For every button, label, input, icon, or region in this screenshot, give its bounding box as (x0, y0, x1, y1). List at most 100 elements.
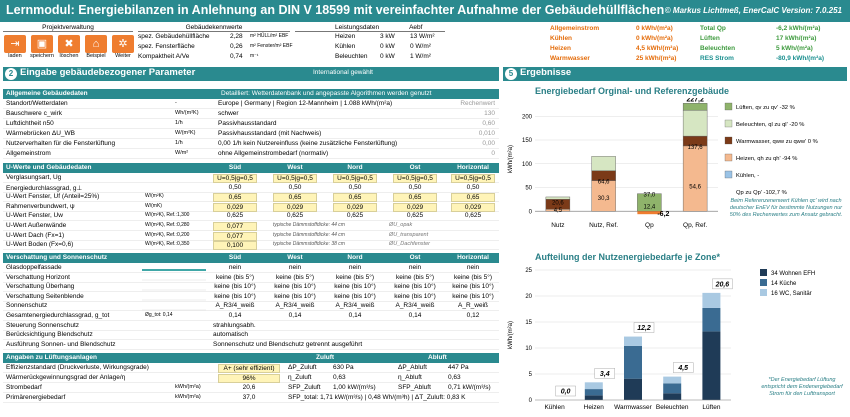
verschattung-cell[interactable]: keine (bis 10°) (214, 283, 256, 291)
uwerte-row: Rahmenverbundwert, ψ W/(mK) 0,029 0,029 0,02… (3, 202, 499, 212)
uwerte-cell[interactable]: 0,029 (273, 202, 317, 212)
uwerte-cell[interactable]: 0,625 (346, 212, 364, 220)
chart1-legend-swatch (724, 136, 733, 145)
kennwert-unit: m² HÜLL/m² EBF (250, 33, 289, 39)
uwerte-cell[interactable]: 0,65 (451, 193, 495, 203)
leistung-row: Heizen 3 kW 13 W/m² (295, 32, 445, 42)
chart2-ytick: 15 (525, 320, 532, 326)
verschattung-label: Verschattung Horizont (6, 273, 70, 281)
leistung-header: Leistungsdaten Aebf (295, 24, 445, 32)
verschattung-cell[interactable]: 0,14 (348, 312, 362, 319)
uwerte-cell[interactable]: 0,65 (333, 193, 377, 203)
allgemein-value[interactable]: Passivhausstandard (mit Nachweis) (218, 130, 322, 137)
chart2-total-label: 0,0 (561, 389, 571, 396)
verschattung-cell[interactable]: Sonnenschutz und Blendschutz getrennt au… (213, 340, 363, 348)
lueftung-value[interactable]: A+ (sehr effizient) (218, 364, 280, 373)
verschattung-cell[interactable]: keine (bis 5°) (395, 273, 434, 281)
verschattung-cell[interactable]: 0,14 (228, 312, 242, 319)
uwerte-cell[interactable]: 0,65 (273, 193, 317, 203)
uwerte-cell[interactable]: 0,077 (213, 222, 257, 231)
verschattung-row: Berücksichtigung Blendschutz automatisch (3, 331, 499, 341)
allgemein-value[interactable]: ohne Allgemeinstrombedarf (normativ) (218, 150, 329, 157)
verschattung-cell[interactable]: keine (bis 10°) (274, 283, 316, 291)
allgemein-label: Luftdichtheit n50 (6, 120, 54, 127)
verschattung-cell[interactable]: 0,14 (288, 312, 302, 319)
projekt-button-laden[interactable]: ⇥ laden (3, 35, 27, 59)
house-icon: ⌂ (85, 35, 107, 53)
uwerte-cell[interactable]: U=0,5|g=0,5 (393, 174, 437, 183)
projekt-button-Weiter[interactable]: ✲ Weiter (111, 35, 135, 59)
uwerte-cell[interactable]: 0,625 (226, 212, 244, 220)
section-2-number: 2 (5, 68, 17, 80)
verschattung-cell[interactable]: A_R_weiß (458, 302, 488, 310)
verschattung-cell[interactable]: keine (bis 10°) (394, 283, 436, 291)
allgemein-value[interactable]: Europe | Germany | Region 12-Mannheim | … (218, 100, 393, 107)
verschattung-cell[interactable]: nein (288, 264, 302, 271)
lueftung-row: Wärmerückgewinnungsgrad der Anlage/η 96% η… (3, 374, 499, 383)
allgemein-row: Standort/Wetterdaten - Europe | Germany | … (3, 100, 499, 109)
allgemein-value[interactable]: Passivhausstandard (218, 120, 277, 127)
projekt-button-speichern[interactable]: ▣ speichern (30, 35, 54, 59)
verschattung-cell[interactable]: keine (bis 5°) (275, 273, 314, 281)
verschattung-cell[interactable]: keine (bis 10°) (334, 292, 376, 300)
uwerte-cell[interactable]: 0,029 (393, 202, 437, 212)
verschattung-cell[interactable]: strahlungsabh. (213, 321, 256, 329)
uwerte-cell[interactable]: 0,65 (393, 193, 437, 203)
uwerte-cell[interactable]: U=0,5|g=0,5 (213, 174, 257, 183)
verschattung-cell[interactable]: keine (bis 10°) (394, 292, 436, 300)
uwerte-cell[interactable]: 0,100 (213, 241, 257, 251)
allgemein-value[interactable]: 0,00 1/h kein Nutzereinfluss (keine zusä… (218, 140, 398, 147)
lueftung-val1: 630 Pa (333, 364, 354, 371)
chart2-bar (624, 345, 642, 379)
chart2-total-box (633, 322, 655, 333)
verschattung-cell[interactable]: 0,12 (466, 312, 480, 319)
lueftung-value[interactable]: 96% (218, 374, 280, 383)
uwerte-cell[interactable]: 0,625 (286, 212, 304, 220)
projekt-button-label: Beispiel (86, 53, 106, 59)
uwerte-cell[interactable]: 0,077 (213, 231, 257, 241)
uwerte-cell[interactable]: U=0,5|g=0,5 (333, 174, 377, 183)
verschattung-cell[interactable]: nein (466, 264, 480, 271)
verschattung-cell[interactable]: nein (228, 264, 242, 271)
verschattung-cell[interactable]: A_R3/4_weiß (395, 302, 435, 310)
verschattung-cell[interactable]: keine (bis 10°) (274, 292, 316, 300)
uwerte-cell[interactable]: U=0,5|g=0,5 (451, 174, 495, 183)
verschattung-cell[interactable]: nein (348, 264, 362, 271)
uwerte-cell[interactable]: 0,029 (213, 202, 257, 212)
uwerte-cell[interactable]: 0,50 (348, 183, 362, 191)
verschattung-cell[interactable]: nein (408, 264, 422, 271)
uwerte-cell[interactable]: 0,50 (408, 183, 422, 191)
chart2-bar (584, 389, 603, 396)
verschattung-cell[interactable]: A_R3/4_weiß (335, 302, 375, 310)
verschattung-cell[interactable]: keine (bis 10°) (452, 292, 494, 300)
uwerte-cell[interactable]: 0,029 (451, 202, 495, 212)
projekt-button-löschen[interactable]: ✖ löschen (57, 35, 81, 59)
allgemein-title: Allgemeine Gebäudedaten (6, 90, 88, 97)
uwerte-cell[interactable]: U=0,5|g=0,5 (273, 174, 317, 183)
verschattung-cell[interactable]: keine (bis 5°) (335, 273, 374, 281)
uwerte-cell[interactable]: 0,50 (228, 183, 242, 191)
uwerte-cell[interactable]: 0,625 (406, 212, 424, 220)
verschattung-cell[interactable]: keine (bis 10°) (214, 292, 256, 300)
uwerte-cell[interactable]: 0,50 (466, 183, 480, 191)
verschattung-cell[interactable]: keine (bis 10°) (334, 283, 376, 291)
verschattung-cell[interactable]: keine (bis 5°) (215, 273, 254, 281)
summary-label: Warmwasser (550, 55, 590, 62)
verschattung-cell[interactable]: A_R3/4_weiß (215, 302, 255, 310)
verschattung-cell[interactable]: A_R3/4_weiß (275, 302, 315, 310)
allgemein-right: Rechenwert (460, 100, 495, 107)
lueftung-row: Strombedarf kWh/(m²a) 20,6 SFP_Zuluft 1,00 k… (3, 384, 499, 393)
uwerte-cell[interactable]: 0,65 (213, 193, 257, 203)
verschattung-cell[interactable]: automatisch (213, 331, 249, 339)
chart2-bar (702, 292, 721, 308)
allgemein-value[interactable]: schwer (218, 110, 239, 117)
col-header-nord: Nord (347, 164, 363, 171)
allgemein-note: Detailliert: Wetterdatenbank und angepas… (221, 90, 432, 97)
verschattung-cell[interactable]: keine (bis 10°) (452, 283, 494, 291)
verschattung-cell[interactable]: keine (bis 5°) (453, 273, 492, 281)
uwerte-cell[interactable]: 0,625 (464, 212, 482, 220)
verschattung-cell[interactable]: 0,14 (408, 312, 422, 319)
uwerte-cell[interactable]: 0,50 (288, 183, 302, 191)
projekt-button-Beispiel[interactable]: ⌂ Beispiel (84, 35, 108, 59)
uwerte-cell[interactable]: 0,029 (333, 202, 377, 212)
